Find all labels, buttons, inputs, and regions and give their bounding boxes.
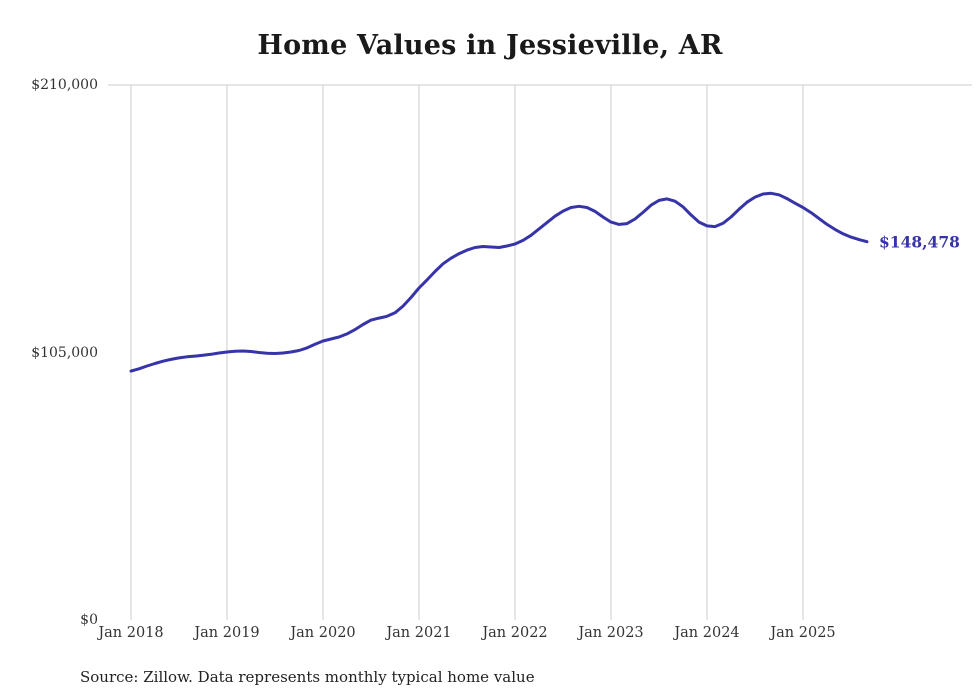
y-tick-label: $0 <box>80 612 98 628</box>
home-value-series-line <box>129 191 869 373</box>
x-tick-label: Jan 2021 <box>386 625 452 641</box>
y-tick-label: $210,000 <box>31 77 98 93</box>
source-note: Source: Zillow. Data represents monthly … <box>80 668 535 686</box>
chart-title: Home Values in Jessieville, AR <box>257 30 723 61</box>
x-tick-label: Jan 2023 <box>578 625 644 641</box>
x-tick-label: Jan 2019 <box>194 625 260 641</box>
x-tick-label: Jan 2018 <box>98 625 164 641</box>
x-tick-label: Jan 2020 <box>290 625 356 641</box>
x-tick-label: Jan 2024 <box>674 625 740 641</box>
x-tick-label: Jan 2025 <box>770 625 836 641</box>
current-value-label: $148,478 <box>879 232 960 252</box>
y-tick-label: $105,000 <box>31 344 98 361</box>
x-tick-label: Jan 2022 <box>482 625 548 641</box>
